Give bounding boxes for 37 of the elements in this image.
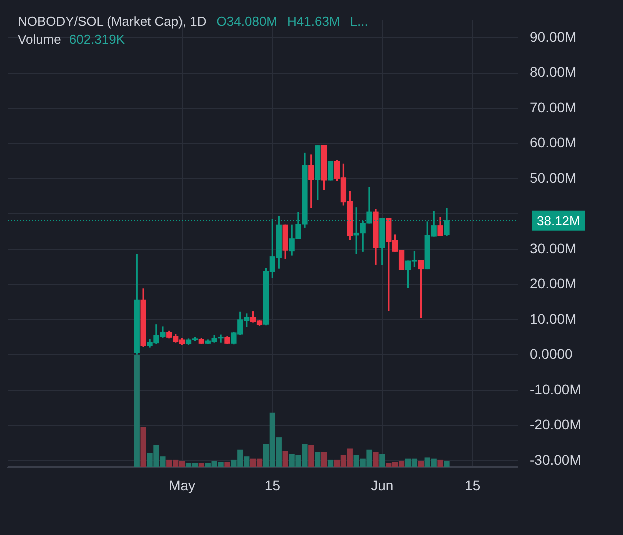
ref-line-label: 38.12M — [537, 213, 580, 228]
bar — [308, 445, 314, 467]
annotation: L... — [350, 14, 368, 29]
y-tick-label: 90.00M — [530, 28, 577, 45]
chart-title: NOBODY/SOL (Market Cap), 1D — [18, 14, 207, 29]
bar — [282, 450, 288, 467]
bar — [315, 452, 321, 467]
x-tick-label: May — [169, 477, 196, 494]
x-tick-label: 15 — [264, 477, 281, 494]
y-tick-label: 80.00M — [530, 64, 577, 80]
x-tick-label: 15 — [465, 477, 481, 494]
chart-title: Volume — [18, 32, 62, 47]
x-tick-label: Jun — [371, 477, 394, 494]
bar — [224, 462, 230, 467]
bar — [328, 460, 334, 467]
bar — [444, 461, 450, 467]
bar — [438, 460, 444, 467]
bar — [134, 355, 140, 467]
y-tick-label: 50.00M — [530, 170, 577, 186]
y-tick-label: -20.00M — [530, 416, 582, 433]
y-tick-label: -10.00M — [530, 381, 582, 398]
annotation: H41.63M — [288, 14, 340, 29]
annotation: 602.319K — [69, 32, 126, 47]
y-tick-label: 30.00M — [530, 240, 577, 256]
y-tick-label: 20.00M — [530, 276, 577, 292]
y-tick-label: 10.00M — [530, 310, 577, 327]
annotation: O34.080M — [216, 14, 278, 29]
bar — [380, 454, 386, 467]
y-tick-label: 60.00M — [530, 134, 577, 151]
bar — [322, 452, 328, 467]
y-tick-label: 0.0000 — [530, 346, 574, 362]
y-tick-label: -30.00M — [530, 452, 582, 468]
bar — [140, 427, 146, 467]
bar — [373, 452, 379, 467]
bar — [198, 463, 204, 467]
bar — [418, 461, 424, 467]
y-tick-label: 70.00M — [530, 99, 577, 116]
